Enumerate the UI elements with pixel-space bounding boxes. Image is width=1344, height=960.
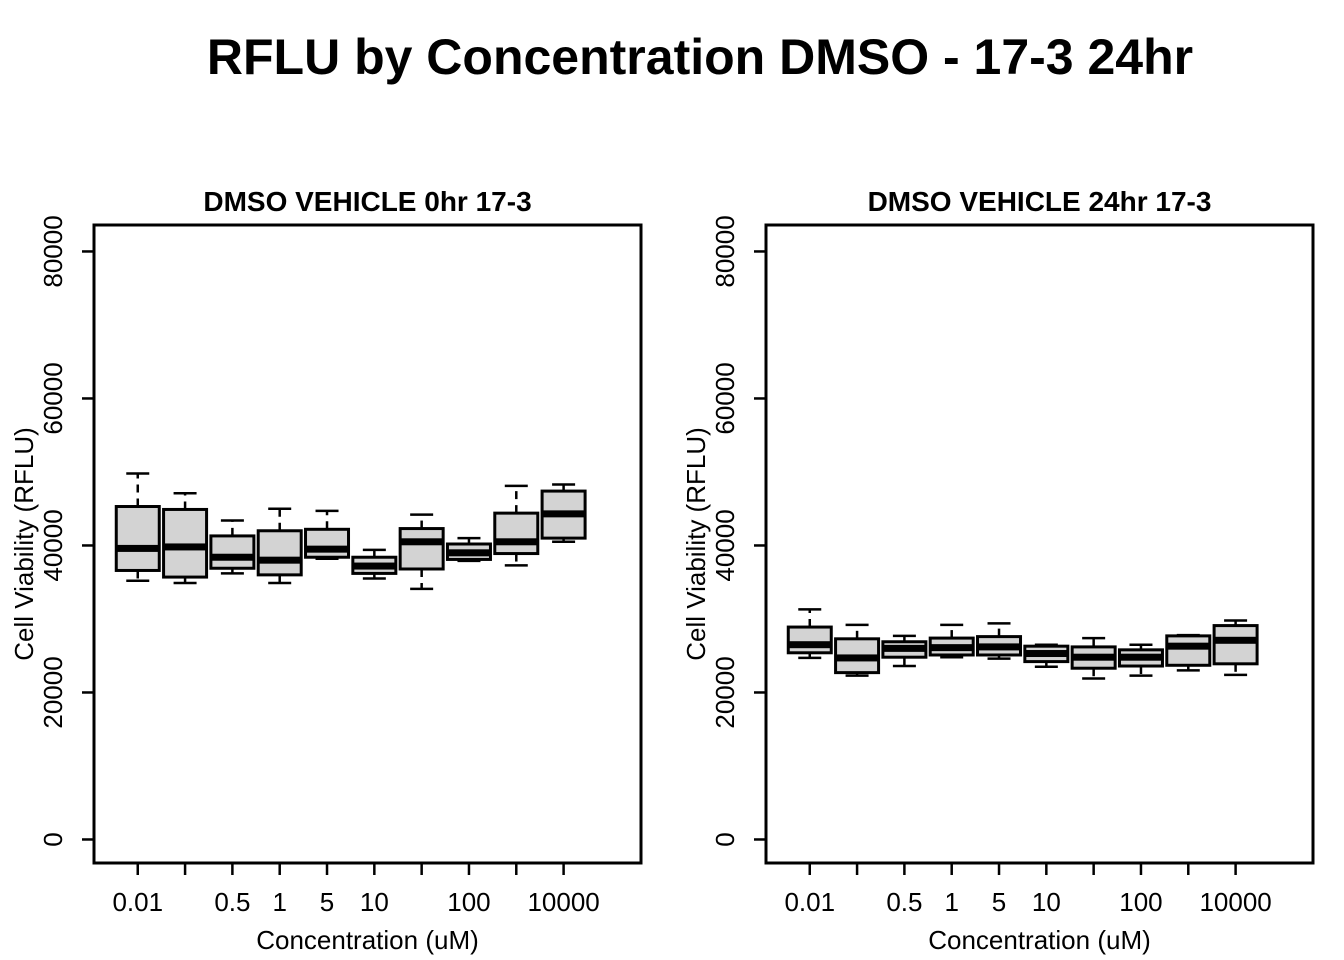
median-line <box>305 545 349 553</box>
x-tick-label: 100 <box>447 887 490 917</box>
y-tick-label: 60000 <box>38 362 68 434</box>
iqr-box <box>1165 634 1212 667</box>
plot-border <box>92 223 643 865</box>
iqr-box <box>304 527 351 559</box>
panel-24hr-title: DMSO VEHICLE 24hr 17-3 <box>867 186 1212 217</box>
iqr-box <box>493 511 540 556</box>
median-line <box>210 553 254 561</box>
x-tick-label: 1 <box>272 887 286 917</box>
y-tick-label: 60000 <box>710 362 740 434</box>
x-tick-label: 0.01 <box>112 887 163 917</box>
x-tick-label: 0.01 <box>784 887 835 917</box>
median-line <box>494 538 538 546</box>
x-tick-label: 10000 <box>527 887 599 917</box>
figure-title: RFLU by Concentration DMSO - 17-3 24hr <box>206 29 1194 85</box>
median-line <box>258 556 302 564</box>
boxplot-canvas-0hr: 0 20000 40000 60000 80000 0.01 0.5 1 5 10 100 10000 <box>38 215 643 917</box>
iqr-box <box>786 625 833 655</box>
median-line <box>352 562 396 570</box>
median-line <box>400 538 444 546</box>
median-line <box>447 549 491 557</box>
median-line <box>1024 650 1068 658</box>
x-tick-label: 0.5 <box>886 887 922 917</box>
iqr-box <box>1212 624 1259 666</box>
plot-border <box>764 223 1315 865</box>
y-tick-label: 80000 <box>38 215 68 287</box>
y-tick-label: 80000 <box>710 215 740 287</box>
y-tick-label: 20000 <box>38 656 68 728</box>
median-line <box>542 510 586 518</box>
x-tick-label: 5 <box>320 887 334 917</box>
median-line <box>835 654 879 662</box>
iqr-box <box>162 507 209 579</box>
iqr-box <box>398 527 445 571</box>
y-tick-label: 0 <box>710 832 740 846</box>
median-line <box>116 544 160 552</box>
median-line <box>882 644 926 652</box>
panel-24hr-x-axis-title: Concentration (uM) <box>928 925 1151 955</box>
panel-0hr-x-axis-title: Concentration (uM) <box>256 925 479 955</box>
iqr-box <box>256 529 303 577</box>
y-tick-label: 40000 <box>710 509 740 581</box>
x-tick-label: 10 <box>360 887 389 917</box>
y-tick-label: 20000 <box>710 656 740 728</box>
median-line <box>930 644 974 652</box>
y-tick-label: 0 <box>38 832 68 846</box>
median-line <box>1166 642 1210 650</box>
median-line <box>977 643 1021 651</box>
iqr-box <box>209 534 256 570</box>
panel-0hr-title: DMSO VEHICLE 0hr 17-3 <box>203 186 532 217</box>
median-line <box>1214 636 1258 644</box>
median-line <box>788 641 832 649</box>
y-tick-label: 40000 <box>38 509 68 581</box>
x-tick-label: 100 <box>1119 887 1162 917</box>
boxplot-canvas-24hr: 0 20000 40000 60000 80000 0.01 0.5 1 5 10 100 10000 <box>710 215 1315 917</box>
iqr-box <box>114 505 161 572</box>
x-tick-label: 10 <box>1032 887 1061 917</box>
x-tick-label: 5 <box>992 887 1006 917</box>
panel-0hr: DMSO VEHICLE 0hr 17-3 Cell Viability (RF… <box>0 110 672 960</box>
median-line <box>1119 653 1163 661</box>
median-line <box>163 543 207 551</box>
x-tick-label: 0.5 <box>214 887 250 917</box>
x-tick-label: 1 <box>944 887 958 917</box>
x-tick-label: 10000 <box>1199 887 1271 917</box>
panel-24hr: DMSO VEHICLE 24hr 17-3 Cell Viability (R… <box>672 110 1344 960</box>
median-line <box>1072 653 1116 661</box>
